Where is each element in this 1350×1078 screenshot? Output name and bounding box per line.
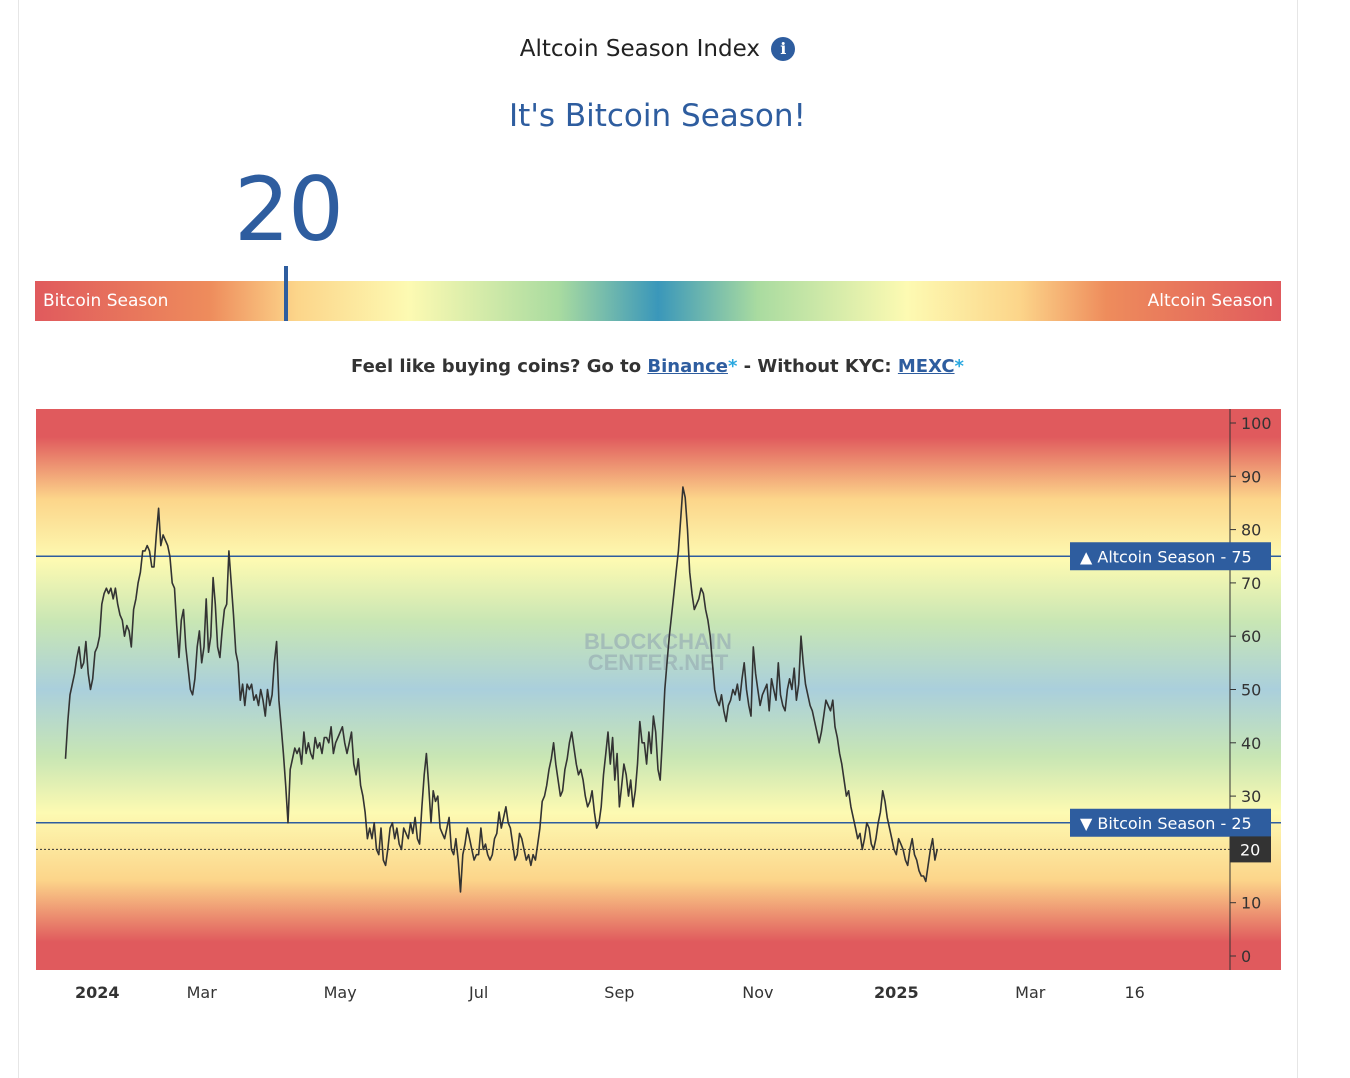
y-tick-label: 90: [1241, 467, 1261, 486]
promo-middle: - Without KYC:: [737, 356, 898, 377]
current-index-value: 20: [234, 158, 344, 261]
y-tick-label: 0: [1241, 947, 1251, 966]
binance-link[interactable]: Binance: [647, 356, 728, 377]
current-value-label-box: [1230, 836, 1271, 863]
x-tick-label: Nov: [742, 983, 773, 1002]
current-value-label: 20: [1240, 840, 1260, 859]
x-tick-label: Mar: [187, 983, 218, 1002]
scale-current-marker: [284, 266, 288, 321]
threshold-label-box: [1070, 542, 1271, 571]
watermark-line-1: BLOCKCHAIN: [584, 629, 732, 654]
threshold-label: ▼ Bitcoin Season - 25: [1080, 814, 1252, 833]
threshold-labels: ▲ Altcoin Season - 75 ▼ Bitcoin Season - …: [1070, 542, 1271, 863]
mexc-star: *: [954, 356, 964, 377]
page-title: Altcoin Season Index i: [0, 36, 1315, 62]
threshold-label: ▲ Altcoin Season - 75: [1080, 547, 1252, 566]
season-status: It's Bitcoin Season!: [509, 98, 806, 134]
info-icon[interactable]: i: [771, 36, 796, 61]
mexc-link[interactable]: MEXC: [897, 356, 955, 377]
x-tick-label: Jul: [468, 983, 488, 1002]
y-tick-label: 50: [1241, 681, 1261, 700]
season-scale-bar: Bitcoin Season Altcoin Season: [35, 281, 1281, 321]
y-tick-label: 40: [1241, 734, 1261, 753]
scale-right-label: Altcoin Season: [1147, 291, 1273, 311]
y-tick-label: 70: [1241, 574, 1261, 593]
threshold-label-box: [1070, 808, 1271, 837]
x-tick-label: Sep: [604, 983, 634, 1002]
y-tick-label: 80: [1241, 521, 1261, 540]
x-tick-label: Mar: [1015, 983, 1046, 1002]
title-text: Altcoin Season Index: [519, 36, 760, 62]
x-tick-label: May: [324, 983, 357, 1002]
y-tick-label: 60: [1241, 627, 1261, 646]
y-tick-label: 30: [1241, 787, 1261, 806]
index-series-line: [64, 486, 938, 893]
binance-star: *: [727, 356, 738, 377]
watermark: BLOCKCHAIN CENTER.NET: [584, 629, 732, 675]
promo-line: Feel like buying coins? Go to Binance* -…: [0, 356, 1315, 377]
watermark-line-2: CENTER.NET: [588, 650, 729, 675]
y-tick-label: 100: [1241, 414, 1272, 433]
scale-left-label: Bitcoin Season: [43, 291, 169, 311]
x-tick-label: 16: [1124, 983, 1144, 1002]
x-axis: 2024 Mar May Jul Sep Nov 2025 Mar 16: [75, 983, 1145, 1002]
x-tick-label: 2024: [75, 983, 120, 1002]
x-tick-label: 2025: [874, 983, 919, 1002]
chart-background-bands: [36, 409, 1281, 970]
promo-prefix: Feel like buying coins? Go to: [351, 356, 648, 377]
y-tick-label: 10: [1241, 894, 1261, 913]
